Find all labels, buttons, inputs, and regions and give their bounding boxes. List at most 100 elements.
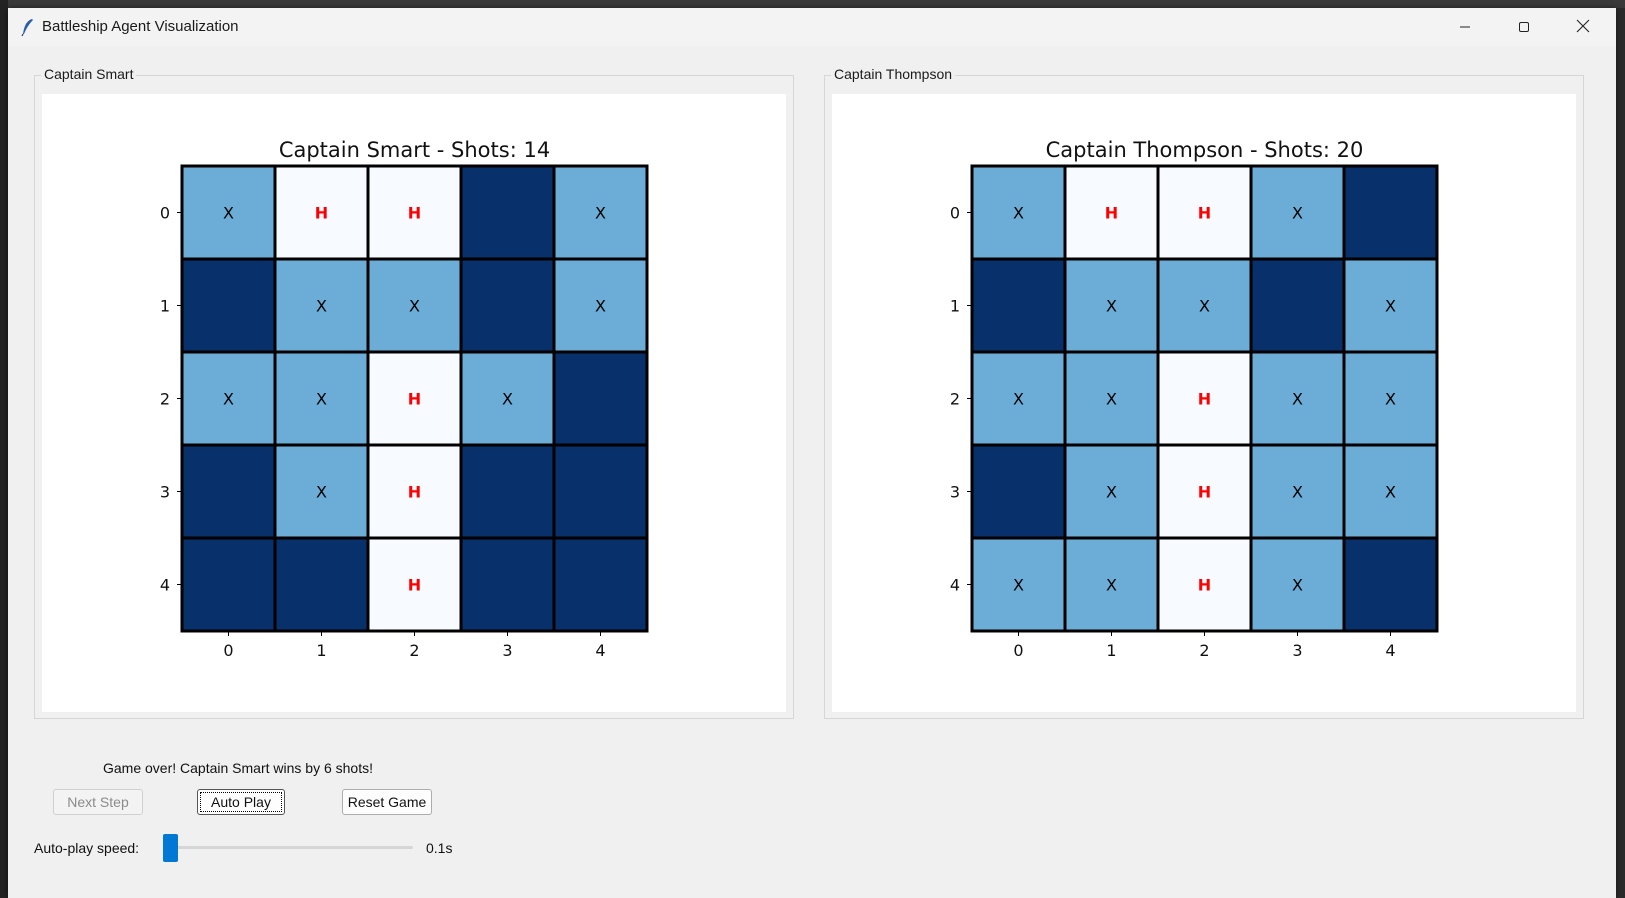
speed-slider-thumb[interactable] [163,834,178,862]
y-tick-label: 0 [160,204,170,223]
x-tick-label: 1 [1106,641,1116,660]
y-tick-label: 4 [160,576,170,595]
background-editor-edge [0,0,8,898]
maximize-button[interactable] [1495,8,1553,46]
hit-marker: H [1198,483,1211,502]
x-tick-label: 1 [316,641,326,660]
game-status: Game over! Captain Smart wins by 6 shots… [103,760,373,776]
board-cell [970,257,1067,354]
board-cell [970,350,1067,447]
board-cell [273,536,370,633]
board-cell [459,164,556,261]
hit-marker: H [408,483,421,502]
board-cell [1249,257,1346,354]
miss-marker: X [1385,297,1396,316]
x-tick-label: 0 [1013,641,1023,660]
window-title: Battleship Agent Visualization [42,18,239,35]
board-cell [1342,536,1439,633]
board-cell [366,443,463,540]
board-canvas: Captain Smart - Shots: 14 X H H X X X X X X H X X H H 0… [42,94,786,712]
board-cell [970,164,1067,261]
panel-label: Captain Thompson [831,66,956,82]
board-cell [552,443,649,540]
hit-marker: H [408,390,421,409]
board-cell [459,536,556,633]
maximize-icon [1518,18,1530,37]
hit-marker: H [315,204,328,223]
x-tick-label: 3 [502,641,512,660]
miss-marker: X [1106,297,1117,316]
chart-title: Captain Smart - Shots: 14 [279,138,550,162]
board-cell [180,257,277,354]
x-tick-label: 3 [1292,641,1302,660]
y-tick-label: 1 [160,297,170,316]
speed-value: 0.1s [426,840,453,856]
x-tick-label: 4 [595,641,605,660]
hit-marker: H [1105,204,1118,223]
miss-marker: X [1199,297,1210,316]
miss-marker: X [595,204,606,223]
miss-marker: X [1385,390,1396,409]
miss-marker: X [316,483,327,502]
x-tick-label: 2 [1199,641,1209,660]
y-tick-label: 3 [160,483,170,502]
close-button[interactable] [1554,8,1612,46]
y-tick-label: 3 [950,483,960,502]
background-taskbar [0,0,1625,8]
board-cell [552,350,649,447]
auto-play-button[interactable]: Auto Play [197,789,285,815]
miss-marker: X [502,390,513,409]
y-tick-label: 4 [950,576,960,595]
board-cell [1156,350,1253,447]
board-cell [1156,164,1253,261]
hit-marker: H [1198,390,1211,409]
board-cell [1156,257,1253,354]
hit-marker: H [1198,204,1211,223]
miss-marker: X [1385,483,1396,502]
close-icon [1576,18,1590,37]
hit-marker: H [408,576,421,595]
chart-title: Captain Thompson - Shots: 20 [1046,138,1364,162]
miss-marker: X [316,297,327,316]
board-cell [1063,257,1160,354]
minimize-button[interactable] [1436,8,1494,46]
board-cell [459,350,556,447]
hit-marker: H [1198,576,1211,595]
reset-game-button[interactable]: Reset Game [342,789,432,815]
board-cell [552,536,649,633]
board-cell [1342,164,1439,261]
board-cell [366,350,463,447]
y-tick-label: 0 [950,204,960,223]
board-cell [1249,443,1346,540]
board-cell [273,350,370,447]
speed-label: Auto-play speed: [34,840,140,856]
next-step-button[interactable]: Next Step [53,789,143,815]
x-tick-label: 0 [223,641,233,660]
miss-marker: X [316,390,327,409]
miss-marker: X [1013,204,1024,223]
app-window: Battleship Agent Visualization Captain S… [8,8,1616,898]
board-canvas: Captain Thompson - Shots: 20 X H H X X X X X X H X X… [832,94,1576,712]
hit-marker: H [408,204,421,223]
miss-marker: X [595,297,606,316]
board-cell [1342,257,1439,354]
captain-smart-panel: Captain Smart Captain Smart - Shots: 14 X… [34,66,794,719]
miss-marker: X [1106,576,1117,595]
miss-marker: X [1292,483,1303,502]
feather-icon [18,17,38,37]
board-cell [180,443,277,540]
panel-label: Captain Smart [41,66,137,82]
y-tick-label: 2 [160,390,170,409]
board-cell [970,443,1067,540]
miss-marker: X [1106,390,1117,409]
title-bar[interactable]: Battleship Agent Visualization [8,8,1616,46]
miss-marker: X [1292,204,1303,223]
board-cell [180,536,277,633]
board-cell [366,536,463,633]
x-tick-label: 2 [409,641,419,660]
miss-marker: X [1013,576,1024,595]
captain-thompson-board-chart: Captain Thompson - Shots: 20 X H H X X X X X X H X X… [950,138,1439,660]
minimize-icon [1459,18,1471,37]
board-cell [459,257,556,354]
speed-slider-track[interactable] [163,846,413,849]
